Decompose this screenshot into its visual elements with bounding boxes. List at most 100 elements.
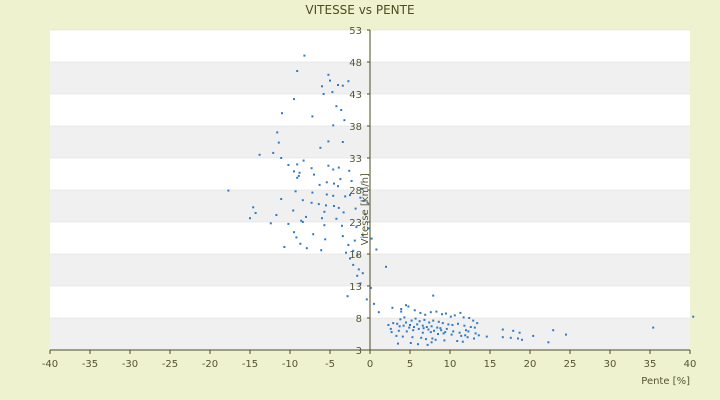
- data-point: [447, 323, 450, 326]
- data-point: [389, 327, 392, 330]
- x-tick-label: 30: [604, 359, 617, 370]
- data-point: [311, 191, 314, 194]
- data-point: [298, 171, 301, 174]
- data-point: [453, 314, 456, 317]
- data-point: [402, 324, 405, 327]
- data-point: [400, 308, 403, 310]
- data-point: [392, 322, 395, 325]
- data-point: [332, 124, 335, 127]
- data-point: [472, 319, 475, 322]
- data-point: [552, 329, 555, 332]
- data-point: [347, 244, 350, 246]
- data-point: [458, 331, 461, 334]
- data-point: [419, 311, 422, 314]
- data-point: [459, 311, 462, 314]
- y-tick-label: 3: [356, 346, 362, 357]
- data-point: [335, 105, 338, 108]
- data-point: [405, 304, 407, 307]
- data-point: [335, 217, 338, 220]
- data-point: [460, 334, 463, 337]
- data-point: [461, 340, 464, 343]
- data-point: [301, 199, 304, 202]
- data-point: [275, 214, 278, 216]
- data-point: [325, 193, 328, 196]
- data-point: [501, 336, 504, 339]
- data-point: [310, 167, 313, 170]
- data-point: [652, 326, 655, 329]
- data-point: [252, 206, 255, 209]
- data-point: [432, 294, 435, 297]
- x-axis-label: Pente [%]: [641, 376, 690, 387]
- x-tick-label: -35: [82, 359, 98, 370]
- data-point: [310, 201, 313, 204]
- data-point: [227, 189, 230, 192]
- data-point: [473, 337, 475, 340]
- data-point: [445, 327, 448, 330]
- data-point: [320, 249, 323, 252]
- data-point: [352, 249, 355, 252]
- data-point: [414, 317, 417, 320]
- data-point: [327, 164, 330, 167]
- data-point: [469, 326, 472, 328]
- data-point: [280, 198, 283, 200]
- data-point: [385, 265, 387, 268]
- data-point: [367, 227, 370, 230]
- data-point: [283, 246, 286, 248]
- data-point: [410, 319, 413, 322]
- data-point: [299, 242, 302, 245]
- data-point: [303, 54, 306, 57]
- data-point: [333, 182, 335, 185]
- data-point: [429, 311, 432, 314]
- data-point: [473, 326, 476, 329]
- data-point: [312, 233, 315, 236]
- data-point: [356, 274, 359, 277]
- data-point: [442, 332, 445, 335]
- data-point: [521, 338, 523, 341]
- y-tick-label: 28: [349, 186, 362, 197]
- data-point: [354, 207, 357, 210]
- data-point: [258, 153, 261, 156]
- data-point: [272, 151, 275, 154]
- data-point: [361, 187, 363, 190]
- data-point: [352, 263, 355, 266]
- data-point: [445, 312, 447, 315]
- data-point: [432, 319, 435, 322]
- data-point: [364, 213, 367, 216]
- data-point: [421, 331, 424, 334]
- data-point: [397, 342, 399, 345]
- data-point: [413, 309, 416, 312]
- data-point: [337, 166, 340, 169]
- data-point: [449, 315, 452, 318]
- data-point: [377, 311, 380, 314]
- data-point: [375, 248, 378, 251]
- y-tick-label: 38: [349, 122, 362, 133]
- x-tick-label: -20: [202, 359, 218, 370]
- data-point: [313, 173, 315, 176]
- chart-title: VITESSE vs PENTE: [305, 3, 414, 17]
- data-point: [355, 226, 358, 229]
- data-point: [295, 236, 298, 239]
- data-point: [405, 321, 407, 324]
- data-point: [323, 210, 326, 213]
- data-point: [297, 174, 300, 177]
- x-tick-label: -10: [282, 359, 298, 370]
- data-point: [450, 333, 453, 336]
- y-tick-label: 33: [349, 154, 362, 165]
- data-point: [425, 338, 427, 341]
- data-point: [365, 298, 368, 301]
- data-point: [476, 322, 479, 325]
- y-tick-label: 18: [349, 250, 362, 261]
- data-point: [280, 157, 283, 159]
- data-point: [322, 93, 325, 95]
- data-point: [434, 338, 437, 341]
- data-point: [317, 203, 320, 206]
- data-point: [340, 109, 343, 111]
- data-points: [227, 54, 695, 346]
- x-tick-label: 35: [644, 359, 657, 370]
- data-point: [305, 215, 307, 218]
- data-point: [327, 140, 330, 143]
- data-point: [417, 327, 420, 330]
- x-tick-label: -30: [122, 359, 138, 370]
